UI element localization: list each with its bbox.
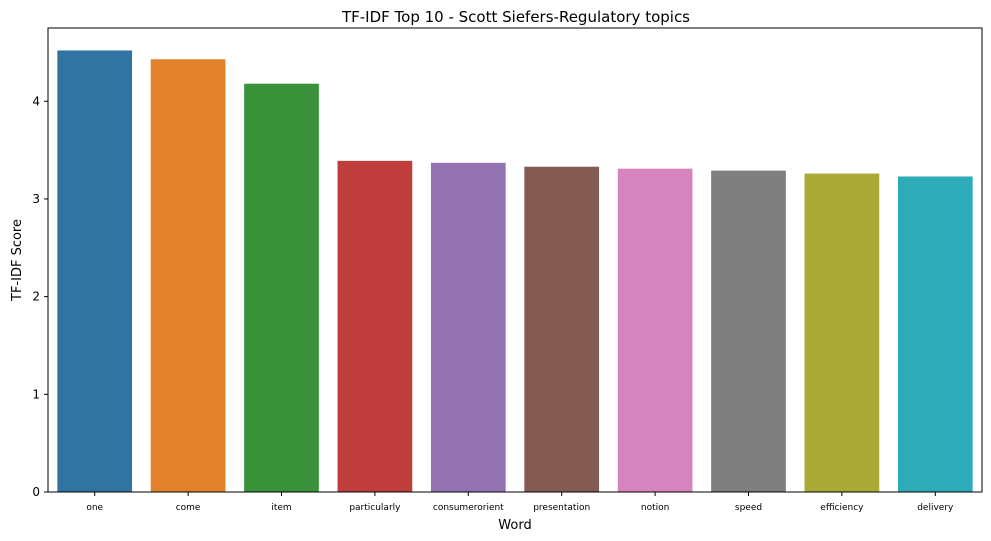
- x-tick-label: delivery: [917, 503, 954, 513]
- x-tick-label: efficiency: [820, 503, 864, 513]
- chart-title: TF-IDF Top 10 - Scott Siefers-Regulatory…: [341, 8, 690, 26]
- x-tick-label: speed: [735, 503, 762, 513]
- bar-consumerorient: [430, 162, 506, 493]
- bar-speed: [711, 170, 786, 492]
- y-tick-label: 2: [32, 290, 40, 304]
- y-tick-label: 0: [32, 485, 40, 499]
- y-tick-label: 1: [32, 387, 40, 401]
- y-tick-label: 4: [32, 94, 40, 108]
- x-tick-label: notion: [641, 503, 669, 513]
- y-axis-label: TF-IDF Score: [10, 219, 25, 302]
- bar-efficiency: [804, 173, 880, 492]
- x-tick-label: particularly: [349, 503, 401, 513]
- bar-particularly: [337, 160, 413, 492]
- bar-come: [150, 59, 226, 493]
- x-tick-label: one: [86, 503, 103, 513]
- bar-notion: [617, 168, 693, 492]
- bar-delivery: [897, 176, 973, 493]
- bar-presentation: [524, 166, 600, 492]
- y-axis: 0 1 2 3 4: [32, 94, 48, 499]
- x-tick-label: come: [176, 503, 201, 513]
- x-tick-label: item: [271, 503, 291, 513]
- bars-layer: [57, 50, 973, 493]
- x-tick-label: consumerorient: [433, 503, 504, 513]
- x-tick-label: presentation: [533, 503, 590, 513]
- y-tick-label: 3: [32, 192, 40, 206]
- x-axis-label: Word: [498, 518, 531, 533]
- plot-frame: [47, 27, 983, 493]
- x-axis: one come item particularly consumerorient pre…: [86, 492, 954, 513]
- bar-item: [244, 83, 319, 493]
- bar-one: [57, 50, 133, 492]
